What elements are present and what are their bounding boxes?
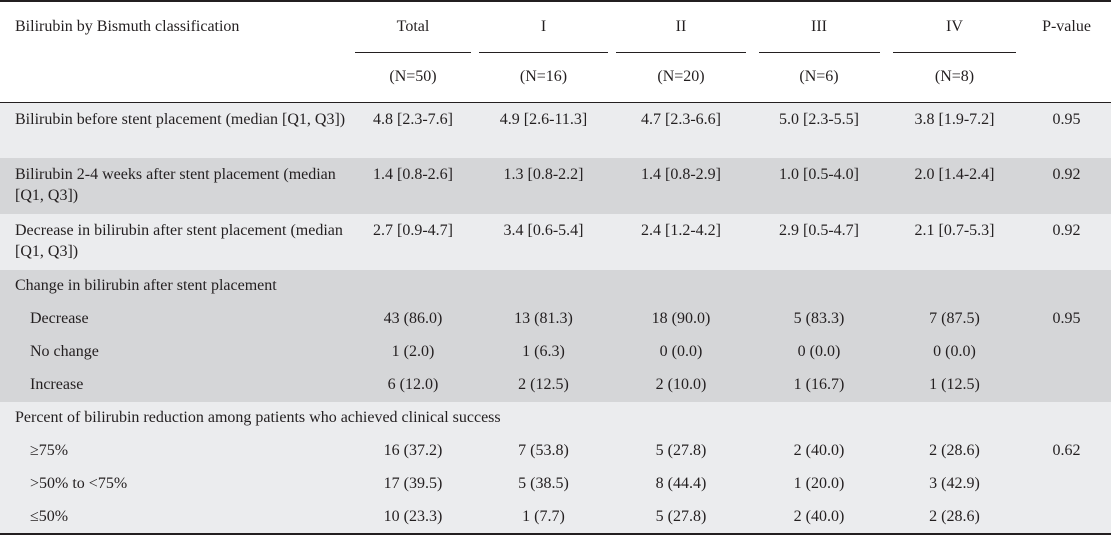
- p-value: 0.62: [1052, 442, 1081, 459]
- cell-value: 1 (12.5): [929, 376, 980, 393]
- cell-value: 17 (39.5): [383, 475, 443, 492]
- row-label: Percent of bilirubin reduction among pat…: [15, 409, 501, 426]
- row-label: Bilirubin before stent placement (median…: [15, 110, 346, 128]
- cell-value: 2 (10.0): [655, 376, 707, 393]
- cell-value: 2 (28.6): [929, 508, 980, 525]
- cell-value: 2.4 [1.2-4.2]: [641, 222, 721, 239]
- row-label: Bilirubin 2-4 weeks after stent placemen…: [15, 166, 336, 204]
- table-row: >50% to <75% 17 (39.5) 5 (38.5) 8 (44.4) 1 (…: [0, 468, 1111, 501]
- row-label: No change: [30, 343, 99, 360]
- col-header-iv: IV: [887, 1, 1022, 53]
- empty-cell: [0, 53, 350, 102]
- cell-value: 8 (44.4): [655, 475, 707, 492]
- cell-value: 13 (81.3): [514, 310, 573, 327]
- p-value: 0.92: [1052, 222, 1081, 239]
- cell-value: 1.3 [0.8-2.2]: [503, 166, 584, 183]
- cell-value: 4.7 [2.3-6.6]: [641, 110, 721, 128]
- col-header-total: Total: [350, 1, 476, 53]
- cell-value: 0 (0.0): [659, 343, 703, 360]
- cell-value: 0 (0.0): [933, 343, 976, 360]
- table-row: Increase 6 (12.0) 2 (12.5) 2 (10.0) 1 (16.7)…: [0, 369, 1111, 402]
- table-row: Bilirubin before stent placement (median…: [0, 102, 1111, 158]
- row-label: Decrease in bilirubin after stent placem…: [15, 222, 343, 260]
- cell-value: 1 (16.7): [793, 376, 845, 393]
- n-total: (N=50): [389, 68, 437, 85]
- cell-value: 3.8 [1.9-7.2]: [914, 110, 995, 128]
- row-label: ≤50%: [30, 508, 69, 525]
- n-ii: (N=20): [657, 68, 705, 85]
- cell-value: 5 (83.3): [793, 310, 845, 327]
- cell-value: 2.0 [1.4-2.4]: [914, 166, 995, 183]
- p-value: [1022, 468, 1111, 501]
- table-row: Decrease 43 (86.0) 13 (81.3) 18 (90.0) 5 (83…: [0, 303, 1111, 336]
- p-value: [1022, 369, 1111, 402]
- row-label: Increase: [30, 376, 84, 393]
- n-iv: (N=8): [934, 68, 975, 85]
- table-row: No change 1 (2.0) 1 (6.3) 0 (0.0) 0 (0.0) 0 (…: [0, 336, 1111, 369]
- cell-value: 2 (40.0): [793, 508, 845, 525]
- cell-value: 1 (7.7): [522, 508, 565, 525]
- cell-value: 1.4 [0.8-2.6]: [373, 166, 453, 183]
- row-label: >50% to <75%: [30, 475, 128, 492]
- p-value: [1022, 501, 1111, 534]
- cell-value: 0 (0.0): [797, 343, 841, 360]
- cell-value: 16 (37.2): [383, 442, 443, 459]
- col-header-ii: II: [611, 1, 751, 53]
- row-label: ≥75%: [30, 442, 69, 459]
- cell-value: 1 (2.0): [391, 343, 435, 360]
- header-n-row: (N=50) (N=16) (N=20) (N=6) (N=8): [0, 53, 1111, 102]
- col-header-iii: III: [751, 1, 887, 53]
- row-label: Decrease: [30, 310, 89, 327]
- cell-value: 2 (28.6): [929, 442, 980, 459]
- cell-value: 1.0 [0.5-4.0]: [779, 166, 859, 183]
- cell-value: 2.9 [0.5-4.7]: [779, 222, 859, 239]
- cell-value: 4.9 [2.6-11.3]: [499, 110, 588, 128]
- p-value: 0.95: [1052, 110, 1081, 128]
- cell-value: 2.1 [0.7-5.3]: [914, 222, 995, 239]
- cell-value: 3 (42.9): [929, 475, 980, 492]
- cell-value: 43 (86.0): [383, 310, 443, 327]
- cell-value: 5 (38.5): [518, 475, 569, 492]
- table-title: Bilirubin by Bismuth classification: [15, 18, 240, 35]
- cell-value: 5 (27.8): [655, 508, 707, 525]
- group-header-row: Percent of bilirubin reduction among pat…: [0, 402, 1111, 435]
- table-row: ≤50% 10 (23.3) 1 (7.7) 5 (27.8) 2 (40.0) 2 (2…: [0, 501, 1111, 534]
- cell-value: 1.4 [0.8-2.9]: [641, 166, 721, 183]
- cell-value: 2.7 [0.9-4.7]: [373, 222, 453, 239]
- cell-value: 5 (27.8): [655, 442, 707, 459]
- cell-value: 2 (12.5): [518, 376, 569, 393]
- empty-cell: [1022, 53, 1111, 102]
- n-iii: (N=6): [799, 68, 839, 85]
- cell-value: 1 (6.3): [522, 343, 565, 360]
- cell-value: 3.4 [0.6-5.4]: [503, 222, 584, 239]
- row-label: Change in bilirubin after stent placemen…: [15, 277, 277, 294]
- table-row: Bilirubin 2-4 weeks after stent placemen…: [0, 158, 1111, 214]
- cell-value: 18 (90.0): [651, 310, 711, 327]
- n-i: (N=16): [519, 68, 568, 85]
- cell-value: 2 (40.0): [793, 442, 845, 459]
- table-row: ≥75% 16 (37.2) 7 (53.8) 5 (27.8) 2 (40.0) 2 (…: [0, 435, 1111, 468]
- col-header-pvalue: P-value: [1042, 18, 1091, 35]
- p-value: 0.95: [1052, 310, 1081, 327]
- p-value: 0.92: [1052, 166, 1081, 183]
- cell-value: 10 (23.3): [383, 508, 443, 525]
- header-row: Bilirubin by Bismuth classification Tota…: [0, 1, 1111, 53]
- table-body: Bilirubin before stent placement (median…: [0, 102, 1111, 534]
- cell-value: 1 (20.0): [793, 475, 845, 492]
- cell-value: 7 (87.5): [929, 310, 980, 327]
- cell-value: 5.0 [2.3-5.5]: [779, 110, 859, 128]
- group-header-row: Change in bilirubin after stent placemen…: [0, 270, 1111, 303]
- col-header-i: I: [476, 1, 611, 53]
- cell-value: 4.8 [2.3-7.6]: [373, 110, 453, 128]
- cell-value: 6 (12.0): [387, 376, 439, 393]
- table-row: Decrease in bilirubin after stent placem…: [0, 214, 1111, 270]
- p-value: [1022, 336, 1111, 369]
- cell-value: 7 (53.8): [518, 442, 569, 459]
